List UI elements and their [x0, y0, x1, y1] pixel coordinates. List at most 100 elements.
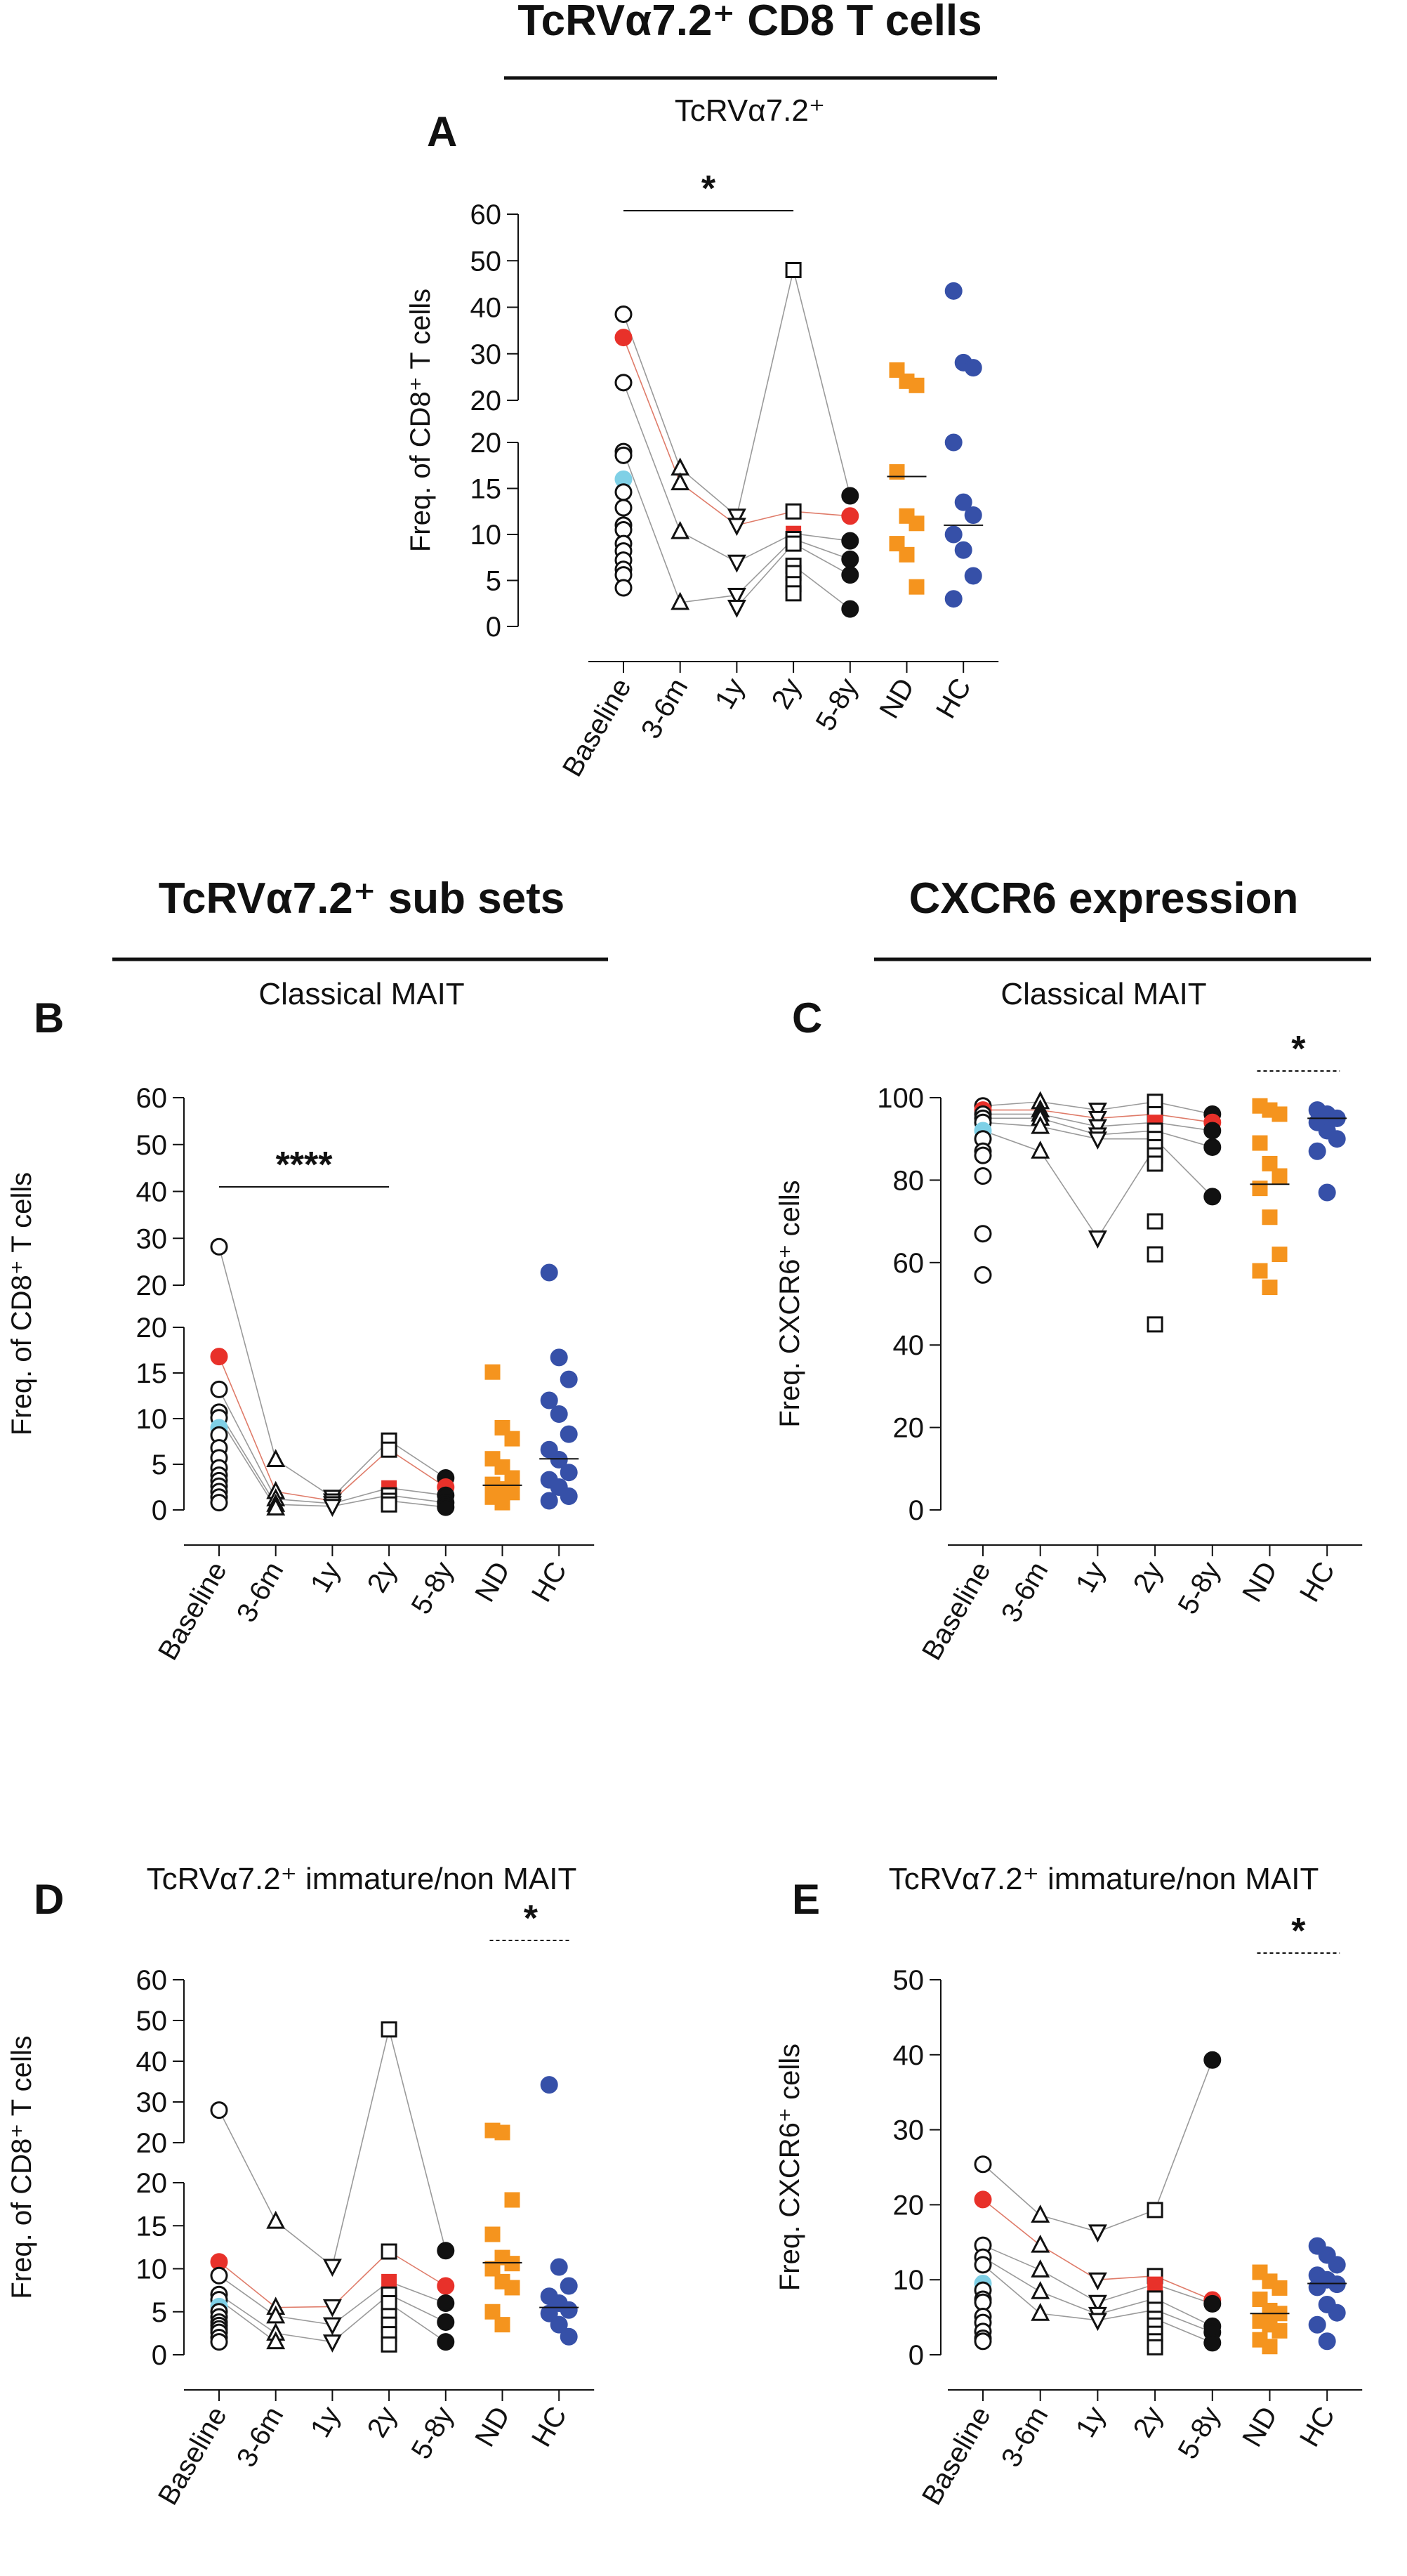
significance-bar: * [489, 1898, 572, 1941]
x-tick-label: 1y [709, 673, 751, 715]
follow-up-line [1040, 1150, 1099, 1239]
data-point [1088, 1230, 1107, 1249]
significance-label: **** [276, 1145, 333, 1185]
x-tick-label: 5-8y [406, 2402, 460, 2464]
follow-up-line [1040, 2269, 1098, 2303]
follow-up-lines [982, 1101, 1213, 1239]
follow-up-line [331, 2294, 390, 2343]
series-5-8y [841, 487, 859, 618]
series-nd [484, 1364, 520, 1511]
follow-up-line [275, 2332, 333, 2343]
follow-up-line [275, 2306, 333, 2308]
chart-panels: A TcRVα7.2⁺ Freq. of CD8⁺ T cells 0 5 10 15 20 2… [6, 93, 1363, 2511]
x-tick-label: Baseline [152, 2402, 233, 2511]
data-point [1031, 2303, 1050, 2321]
data-point [889, 464, 905, 480]
data-point [671, 591, 690, 610]
follow-up-line [1097, 2275, 1156, 2280]
data-point [484, 2226, 501, 2242]
data-point [560, 1425, 578, 1443]
data-point [210, 1348, 228, 1366]
data-point [671, 520, 690, 539]
data-point [727, 518, 746, 537]
x-tick-label: HC [526, 1557, 573, 1608]
data-point [1308, 2315, 1326, 2334]
significance-label: * [524, 1898, 539, 1939]
data-point [671, 472, 690, 491]
data-point [1031, 2281, 1050, 2299]
y-tick-label: 10 [470, 520, 502, 551]
x-tick-label: ND [873, 673, 920, 724]
follow-up-line [388, 2294, 447, 2323]
y-axis-label: Freq. of CD8⁺ T cells [405, 289, 436, 552]
data-point [504, 2280, 520, 2296]
series-3-6m [266, 1449, 286, 1516]
follow-up-line [332, 1487, 390, 1504]
data-point [1088, 2313, 1107, 2332]
follow-up-line [218, 2299, 277, 2343]
follow-up-line [1154, 2298, 1213, 2327]
significance-label: * [1291, 1911, 1306, 1952]
data-point [484, 1364, 501, 1380]
data-point [1328, 2275, 1346, 2294]
data-point [727, 599, 746, 618]
data-point [560, 2327, 578, 2346]
follow-up-line [389, 1500, 446, 1508]
y-tick-label: 60 [893, 1248, 925, 1279]
x-tick-label: ND [1236, 1557, 1283, 1608]
data-point [785, 535, 802, 552]
data-point [727, 508, 746, 527]
data-point [1271, 2280, 1288, 2296]
follow-up-line [388, 1440, 447, 1479]
series-1y [727, 508, 746, 618]
follow-up-line [1154, 1138, 1213, 1197]
y-tick-label: 40 [893, 2040, 925, 2071]
y-tick-label: 20 [136, 2128, 168, 2159]
series-2y [1147, 2202, 1163, 2355]
x-tick-label: 2y [1128, 1557, 1169, 1598]
data-point [614, 305, 633, 323]
data-point [210, 2266, 228, 2285]
y-axis: 0 20 40 60 80 100 [877, 1083, 942, 1526]
y-axis-label: Freq. CXCR6⁺ cells [774, 1180, 805, 1427]
x-tick-label: 5-8y [1172, 2402, 1227, 2464]
data-point [1252, 1263, 1268, 1279]
y-tick-label: 60 [470, 199, 502, 230]
y-tick-label: 15 [136, 1358, 168, 1389]
data-point [1147, 1155, 1163, 1172]
follow-up-line [982, 2245, 1041, 2271]
x-tick-label: HC [1294, 1557, 1341, 1608]
data-point [1147, 2276, 1163, 2292]
data-point [841, 550, 859, 568]
data-point [614, 579, 633, 597]
data-point [1088, 2224, 1107, 2243]
data-point [1031, 2259, 1050, 2278]
data-point [974, 2190, 992, 2209]
data-point [437, 2277, 455, 2295]
data-point [560, 1370, 578, 1388]
x-tick-label: 3-6m [231, 1557, 290, 1628]
follow-up-line [1097, 1122, 1156, 1127]
follow-up-line [1040, 1109, 1098, 1119]
y-tick-label: 15 [470, 474, 502, 505]
follow-up-line [680, 468, 737, 517]
series-5-8y [437, 2242, 455, 2351]
follow-up-line [736, 511, 794, 526]
y-tick-label: 5 [152, 1450, 167, 1480]
y-axis: 0 10 20 30 40 50 [893, 1965, 942, 2371]
follow-up-line [275, 2315, 333, 2325]
data-point [1147, 1213, 1163, 1230]
follow-up-line [1040, 1101, 1098, 1111]
follow-up-line [1154, 2059, 1213, 2211]
data-point [785, 585, 802, 602]
follow-up-line [275, 1504, 333, 1507]
data-point [1262, 2339, 1278, 2355]
panel-title: TcRVα7.2⁺ immature/non MAIT [147, 1862, 577, 1896]
panel-D: D TcRVα7.2⁺ immature/non MAIT Freq. of CD8… [6, 1862, 595, 2511]
y-tick-label: 40 [136, 1177, 168, 1208]
data-point [614, 329, 633, 347]
data-point [727, 587, 746, 606]
y-tick-label: 50 [470, 246, 502, 277]
follow-up-line [331, 1440, 390, 1498]
